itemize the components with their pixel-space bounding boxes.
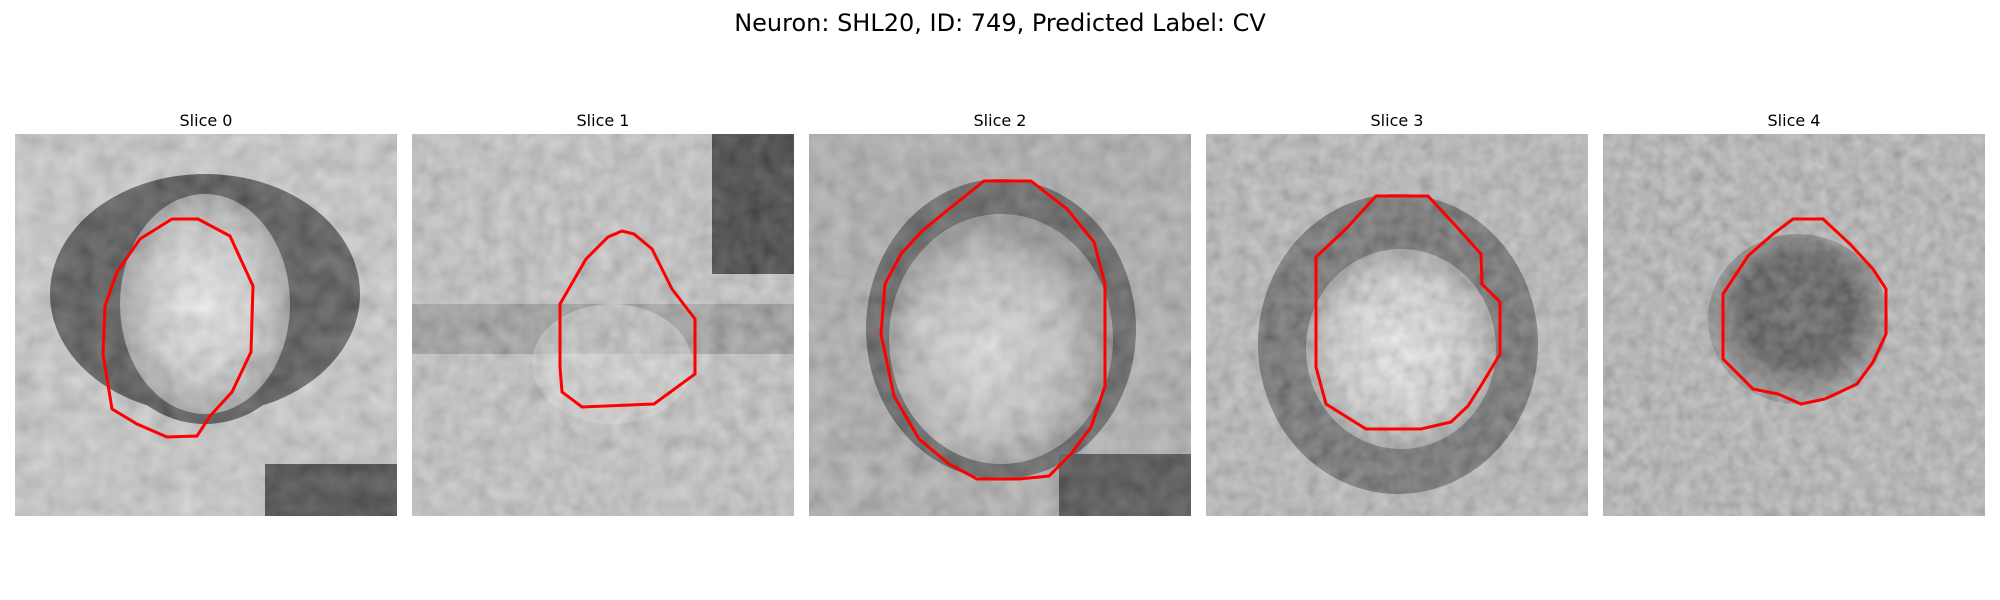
outline-2	[879, 179, 1107, 481]
slice-title-2: Slice 2	[973, 111, 1027, 130]
slice-title-4: Slice 4	[1767, 111, 1821, 130]
outline-1	[558, 229, 697, 409]
slice-panel-0: Slice 0	[15, 111, 397, 516]
slice-panel-4: Slice 4	[1603, 111, 1985, 516]
outline-0	[101, 217, 255, 439]
slice-image-0	[15, 134, 397, 516]
slice-image-1	[412, 134, 794, 516]
slice-panel-3: Slice 3	[1206, 111, 1588, 516]
slice-title-0: Slice 0	[179, 111, 233, 130]
slice-image-4	[1603, 134, 1985, 516]
outline-4	[1721, 217, 1888, 406]
slice-image-2	[809, 134, 1191, 516]
slice-title-3: Slice 3	[1370, 111, 1424, 130]
slice-image-3	[1206, 134, 1588, 516]
slice-title-1: Slice 1	[576, 111, 630, 130]
outline-3	[1314, 194, 1502, 431]
slice-panel-1: Slice 1	[412, 111, 794, 516]
slice-panel-2: Slice 2	[809, 111, 1191, 516]
figure-title: Neuron: SHL20, ID: 749, Predicted Label:…	[734, 9, 1266, 37]
